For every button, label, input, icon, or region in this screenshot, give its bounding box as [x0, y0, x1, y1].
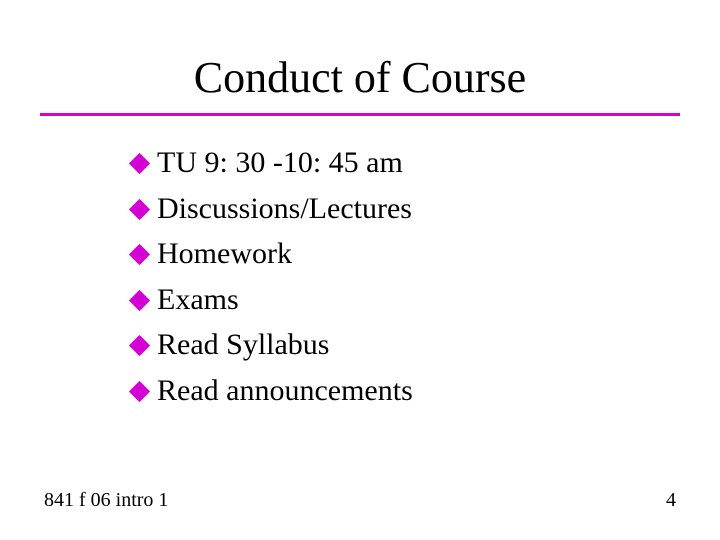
bullet-text: Homework [157, 235, 292, 273]
bullet-text: TU 9: 30 -10: 45 am [157, 144, 403, 182]
list-item: TU 9: 30 -10: 45 am [132, 144, 680, 182]
bullet-text: Discussions/Lectures [157, 190, 412, 228]
bullet-text: Exams [157, 281, 239, 319]
diamond-icon [129, 153, 150, 174]
footer-left: 841 f 06 intro 1 [44, 489, 168, 512]
diamond-icon [129, 335, 150, 356]
bullet-list: TU 9: 30 -10: 45 am Discussions/Lectures… [132, 144, 680, 409]
list-item: Read announcements [132, 372, 680, 410]
bullet-text: Read announcements [157, 372, 413, 410]
list-item: Read Syllabus [132, 326, 680, 364]
diamond-icon [129, 381, 150, 402]
slide-title: Conduct of Course [194, 52, 526, 103]
list-item: Homework [132, 235, 680, 273]
footer-right: 4 [666, 489, 676, 512]
bullet-text: Read Syllabus [157, 326, 330, 364]
list-item: Discussions/Lectures [132, 190, 680, 228]
diamond-icon [129, 290, 150, 311]
slide: Conduct of Course TU 9: 30 -10: 45 am Di… [0, 0, 720, 540]
title-rule [40, 113, 680, 116]
title-wrap: Conduct of Course [40, 52, 680, 103]
diamond-icon [129, 199, 150, 220]
list-item: Exams [132, 281, 680, 319]
diamond-icon [129, 244, 150, 265]
